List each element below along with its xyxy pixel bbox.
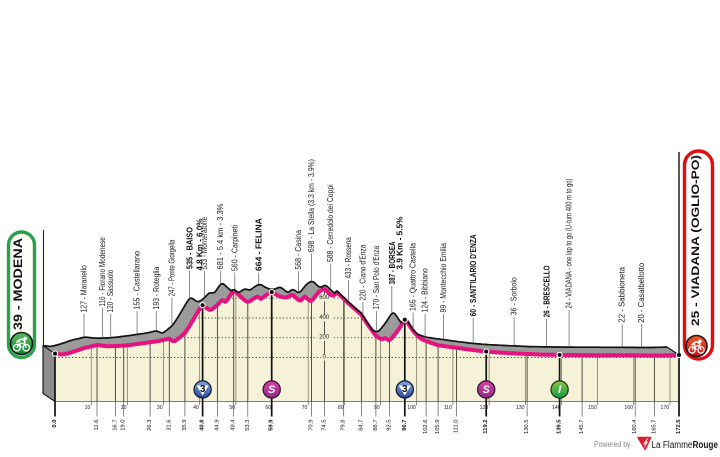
svg-text:600: 600 (319, 295, 330, 301)
svg-text:110: 110 (444, 405, 452, 411)
svg-text:80: 80 (338, 405, 344, 411)
svg-text:40.8: 40.8 (200, 419, 206, 431)
svg-text:3: 3 (200, 384, 206, 395)
svg-text:140: 140 (552, 405, 561, 411)
svg-text:La FlammeRouge: La FlammeRouge (652, 440, 719, 451)
svg-text:150: 150 (588, 405, 597, 411)
svg-text:127 - Maranello: 127 - Maranello (80, 265, 89, 313)
svg-text:102.6: 102.6 (423, 420, 429, 435)
svg-text:16.7: 16.7 (112, 420, 118, 431)
svg-text:88.7: 88.7 (373, 420, 379, 431)
svg-text:119.2: 119.2 (483, 420, 489, 434)
svg-text:70.9: 70.9 (309, 420, 315, 431)
svg-text:588 - Cerredolo dei Coppi: 588 - Cerredolo dei Coppi (326, 184, 335, 262)
svg-text:535 - BAISO: 535 - BAISO (185, 227, 195, 269)
svg-text:560 - Carpineti: 560 - Carpineti (230, 225, 239, 271)
svg-text:10: 10 (85, 405, 91, 411)
svg-text:120: 120 (480, 405, 489, 411)
svg-text:20 - Casalbellotto: 20 - Casalbellotto (637, 262, 646, 323)
svg-text:100: 100 (407, 405, 416, 411)
svg-text:44.9: 44.9 (214, 420, 220, 431)
svg-text:96.7: 96.7 (402, 420, 408, 431)
svg-text:433 - Rossena: 433 - Rossena (344, 237, 353, 279)
svg-text:160.4: 160.4 (632, 419, 638, 434)
svg-text:698 - La Stella (3.3 km - 3.9%: 698 - La Stella (3.3 km - 3.9%) (307, 159, 316, 252)
svg-text:60: 60 (265, 405, 271, 411)
svg-text:116 - Fiorano Modenese: 116 - Fiorano Modenese (98, 237, 107, 307)
svg-text:99 - Montecchio Emilia: 99 - Montecchio Emilia (439, 243, 448, 313)
svg-text:120 - Sassuolo: 120 - Sassuolo (106, 269, 115, 312)
svg-text:220 - Ciano d'Enza: 220 - Ciano d'Enza (358, 244, 367, 300)
svg-text:90: 90 (374, 405, 380, 411)
svg-text:139.5: 139.5 (557, 419, 563, 434)
svg-text:26 - BRESCELLO: 26 - BRESCELLO (542, 265, 552, 317)
svg-text:11.6: 11.6 (94, 420, 100, 431)
svg-text:S: S (483, 384, 491, 396)
svg-text:111.0: 111.0 (454, 420, 460, 434)
svg-text:79.8: 79.8 (341, 420, 347, 431)
svg-text:49.4: 49.4 (231, 419, 237, 431)
svg-text:400: 400 (319, 315, 330, 321)
svg-text:31.6: 31.6 (166, 420, 172, 431)
svg-text:200: 200 (319, 335, 330, 341)
svg-text:S: S (268, 384, 276, 396)
svg-text:155 - Castellarano: 155 - Castellarano (133, 251, 142, 310)
svg-text:170 - San Polo d'Enza: 170 - San Polo d'Enza (372, 246, 381, 310)
svg-text:I: I (558, 384, 562, 396)
svg-text:105.9: 105.9 (435, 420, 441, 435)
svg-text:84.7: 84.7 (358, 420, 364, 431)
svg-text:4.8 Km - 6.0%: 4.8 Km - 6.0% (195, 218, 205, 270)
svg-text:39 - MODENA: 39 - MODENA (13, 238, 25, 330)
svg-text:60 - SANT'ILARIO D'ENZA: 60 - SANT'ILARIO D'ENZA (468, 234, 478, 316)
svg-text:247 - Ponte Giorgella: 247 - Ponte Giorgella (167, 239, 176, 296)
svg-text:26.3: 26.3 (147, 420, 153, 431)
svg-text:70: 70 (302, 405, 308, 411)
svg-text:124 - Bibbiano: 124 - Bibbiano (421, 268, 430, 313)
svg-text:0.0: 0.0 (52, 420, 58, 428)
svg-text:170: 170 (661, 405, 670, 411)
svg-text:193 - Roteglia: 193 - Roteglia (152, 266, 161, 309)
svg-text:40: 40 (193, 405, 199, 411)
svg-text:25 - VIADANA (OGLIO-PO): 25 - VIADANA (OGLIO-PO) (690, 155, 702, 326)
svg-text:0: 0 (323, 355, 327, 361)
svg-text:59.9: 59.9 (269, 419, 275, 431)
svg-text:92.5: 92.5 (387, 420, 393, 431)
svg-text:Powered by: Powered by (594, 440, 631, 449)
svg-text:145.7: 145.7 (579, 420, 585, 435)
svg-text:165 - Quattro Castella: 165 - Quattro Castella (409, 243, 418, 311)
svg-text:387 - BORSEA: 387 - BORSEA (387, 241, 397, 284)
svg-text:3: 3 (402, 384, 408, 395)
svg-text:172.5: 172.5 (676, 419, 682, 434)
svg-text:50: 50 (229, 405, 235, 411)
svg-text:74.5: 74.5 (322, 420, 328, 431)
svg-text:160: 160 (624, 405, 633, 411)
svg-text:35.9: 35.9 (182, 420, 188, 431)
svg-text:130: 130 (516, 405, 525, 411)
svg-text:36 - Sorbolo: 36 - Sorbolo (510, 277, 519, 315)
svg-text:568 - Casina: 568 - Casina (294, 230, 303, 270)
svg-text:24 - VIADANA - one lap to go (: 24 - VIADANA - one lap to go (U-turn 400… (565, 178, 574, 308)
svg-text:664 - FELINA: 664 - FELINA (254, 218, 264, 271)
svg-text:30: 30 (157, 405, 163, 411)
svg-text:165.7: 165.7 (651, 420, 657, 435)
svg-text:130.5: 130.5 (524, 420, 530, 435)
svg-text:3.9 Km - 5.5%: 3.9 Km - 5.5% (394, 216, 404, 269)
svg-text:22 - Sabbioneta: 22 - Sabbioneta (618, 266, 627, 322)
svg-text:53.3: 53.3 (245, 420, 251, 431)
svg-text:681 - 5.4 km - 3.3%: 681 - 5.4 km - 3.3% (216, 204, 225, 270)
svg-text:533 - Monteratone: 533 - Monteratone (200, 216, 209, 269)
svg-text:19.0: 19.0 (121, 420, 127, 431)
